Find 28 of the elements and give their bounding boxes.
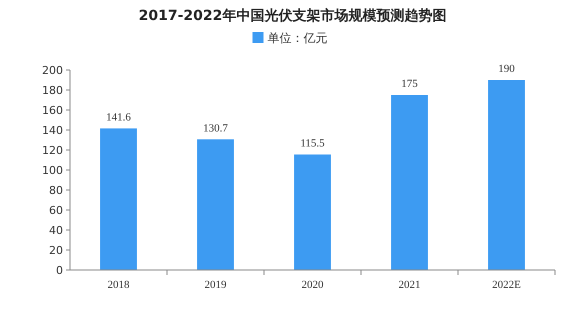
data-label: 115.5: [300, 138, 326, 150]
y-tick-label: 140: [42, 124, 63, 137]
y-tick-label: 200: [42, 64, 63, 77]
data-label: 175: [401, 78, 418, 90]
legend-label: 单位：亿元: [268, 31, 328, 45]
data-label: 130.7: [203, 122, 228, 134]
x-tick-label: 2022E: [492, 279, 522, 291]
x-tick-label: 2021: [398, 279, 420, 291]
y-tick-label: 0: [56, 264, 63, 277]
x-tick-label: 2018: [108, 279, 130, 291]
data-label: 190: [498, 63, 516, 75]
y-tick-label: 100: [42, 164, 63, 177]
bar: [100, 128, 137, 270]
bar: [391, 95, 428, 270]
x-tick-label: 2019: [204, 279, 227, 291]
y-tick-label: 180: [42, 84, 63, 97]
y-tick-label: 40: [49, 224, 63, 237]
bar: [294, 154, 331, 270]
chart-title: 2017-2022年中国光伏支架市场规模预测趋势图: [138, 7, 446, 24]
x-tick-label: 2020: [302, 279, 324, 291]
data-label: 141.6: [106, 111, 132, 124]
y-tick-label: 60: [49, 204, 63, 217]
y-tick-label: 120: [42, 144, 63, 157]
bar: [197, 139, 234, 270]
bar: [488, 80, 525, 270]
y-tick-label: 160: [42, 104, 63, 117]
y-tick-label: 80: [49, 184, 63, 197]
y-tick-label: 20: [49, 244, 63, 257]
